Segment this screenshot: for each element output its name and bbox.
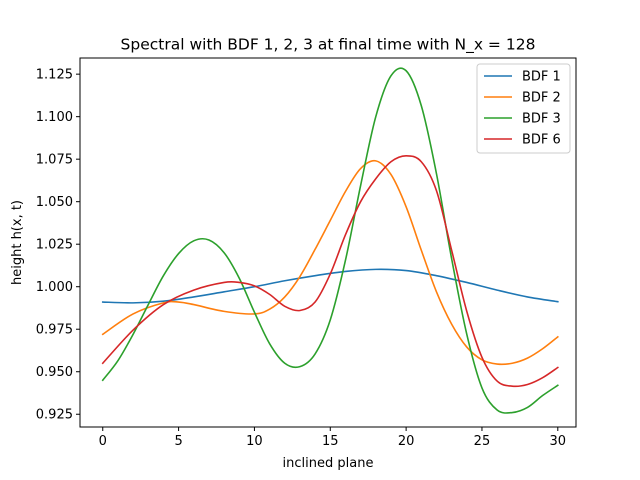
x-axis: 0 5 10 15 20 25 30 (99, 427, 566, 449)
x-tick-label: 5 (174, 434, 182, 449)
y-tick-label: 0.925 (36, 408, 73, 423)
y-tick-label: 1.000 (36, 280, 73, 295)
y-tick-label: 0.975 (36, 323, 73, 338)
series-layer (101, 67, 559, 414)
x-axis-label: inclined plane (283, 456, 374, 471)
series-line-3 (101, 67, 559, 414)
plot-frame (79, 57, 577, 428)
series-line-2 (101, 159, 559, 366)
chart-title: Spectral with BDF 1, 2, 3 at final time … (121, 36, 536, 55)
x-tick-label: 30 (550, 434, 567, 449)
y-tick-label: 1.125 (36, 68, 73, 83)
y-tick-label: 1.075 (36, 153, 73, 168)
x-tick-label: 15 (322, 434, 339, 449)
legend-label: BDF 1 (522, 70, 561, 85)
legend: BDF 1 BDF 2 BDF 3 BDF 6 (476, 63, 571, 154)
y-tick-label: 1.025 (36, 238, 73, 253)
x-tick-label: 0 (99, 434, 107, 449)
legend-label: BDF 6 (522, 133, 561, 148)
series-line-4 (101, 154, 559, 388)
x-tick-label: 20 (398, 434, 415, 449)
legend-label: BDF 2 (522, 91, 561, 106)
legend-label: BDF 3 (522, 112, 561, 127)
y-axis-label: height h(x, t) (10, 200, 25, 285)
x-tick-label: 10 (246, 434, 263, 449)
x-tick-label: 25 (474, 434, 491, 449)
y-tick-label: 1.100 (36, 110, 73, 125)
y-axis: 0.925 0.950 0.975 1.000 1.025 1.050 1.075 1.100… (36, 68, 80, 423)
y-tick-label: 1.050 (36, 195, 73, 210)
y-tick-label: 0.950 (36, 365, 73, 380)
legend-box (476, 63, 571, 154)
